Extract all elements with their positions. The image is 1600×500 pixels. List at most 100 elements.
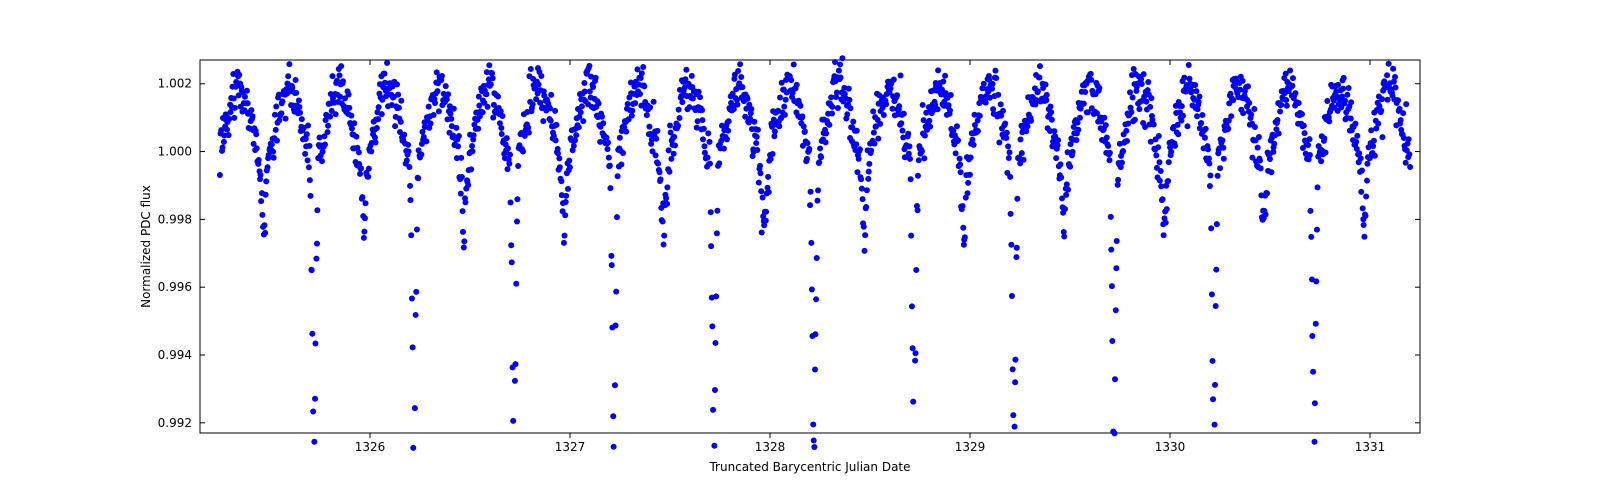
data-point xyxy=(898,120,904,126)
data-point xyxy=(1203,126,1209,132)
data-point xyxy=(611,444,617,450)
data-point xyxy=(461,238,467,244)
data-point xyxy=(394,81,400,87)
data-point xyxy=(802,128,808,134)
data-point xyxy=(1240,110,1246,116)
data-point xyxy=(475,126,481,132)
data-point xyxy=(1278,102,1284,108)
data-point xyxy=(1109,338,1115,344)
data-point xyxy=(1256,134,1262,140)
data-point xyxy=(600,120,606,126)
data-point xyxy=(1403,160,1409,166)
data-point xyxy=(414,226,420,232)
data-point xyxy=(751,119,757,125)
data-point xyxy=(263,192,269,198)
data-point xyxy=(226,132,232,138)
data-point xyxy=(1164,206,1170,212)
data-point xyxy=(641,83,647,89)
data-point xyxy=(358,165,364,171)
data-point xyxy=(413,312,419,318)
data-point xyxy=(1271,141,1277,147)
data-point xyxy=(1312,439,1318,445)
data-point xyxy=(763,209,769,215)
data-point xyxy=(1364,161,1370,167)
data-point xyxy=(1308,234,1314,240)
data-point xyxy=(1307,152,1313,158)
data-point xyxy=(676,107,682,113)
data-point xyxy=(1104,134,1110,140)
data-point xyxy=(620,150,626,156)
data-point xyxy=(366,166,372,172)
data-point xyxy=(686,104,692,110)
data-point xyxy=(296,104,302,110)
data-point xyxy=(992,68,998,74)
data-point xyxy=(724,136,730,142)
data-point xyxy=(625,101,631,107)
data-point xyxy=(1006,155,1012,161)
data-point xyxy=(322,142,328,148)
data-point xyxy=(1358,189,1364,195)
data-point xyxy=(958,169,964,175)
data-point xyxy=(348,113,354,119)
data-point xyxy=(927,124,933,130)
data-point xyxy=(1055,137,1061,143)
data-point xyxy=(1073,137,1079,143)
data-point xyxy=(1109,283,1115,289)
data-point xyxy=(707,161,713,167)
data-point xyxy=(1403,101,1409,107)
data-point xyxy=(221,139,227,145)
data-point xyxy=(839,55,845,61)
data-point xyxy=(1181,75,1187,81)
data-point xyxy=(712,340,718,346)
data-point xyxy=(1008,211,1014,217)
data-point xyxy=(757,170,763,176)
data-point xyxy=(325,129,331,135)
data-point xyxy=(677,115,683,121)
data-point xyxy=(701,126,707,132)
data-point xyxy=(714,230,720,236)
data-point xyxy=(1043,82,1049,88)
data-point xyxy=(661,233,667,239)
data-point xyxy=(891,76,897,82)
data-point xyxy=(1156,159,1162,165)
data-point xyxy=(1003,135,1009,141)
data-point xyxy=(668,156,674,162)
data-point xyxy=(1184,123,1190,129)
data-point xyxy=(906,143,912,149)
data-point xyxy=(1014,196,1020,202)
data-point xyxy=(274,138,280,144)
data-point xyxy=(563,193,569,199)
data-point xyxy=(1062,206,1068,212)
data-point xyxy=(375,116,381,122)
data-point xyxy=(757,163,763,169)
x-tick-label: 1329 xyxy=(955,440,986,454)
data-point xyxy=(1119,160,1125,166)
data-point xyxy=(353,134,359,140)
data-point xyxy=(683,67,689,73)
data-point xyxy=(1215,173,1221,179)
data-point xyxy=(713,293,719,299)
data-point xyxy=(514,196,520,202)
data-point xyxy=(1313,321,1319,327)
data-point xyxy=(661,242,667,248)
data-point xyxy=(1277,108,1283,114)
data-point xyxy=(1212,422,1218,428)
data-point xyxy=(596,100,602,106)
data-point xyxy=(908,176,914,182)
data-point xyxy=(271,155,277,161)
data-point xyxy=(499,113,505,119)
data-point xyxy=(919,149,925,155)
data-point xyxy=(296,97,302,103)
data-point xyxy=(382,71,388,77)
data-point xyxy=(1296,100,1302,106)
data-point xyxy=(1113,265,1119,271)
data-point xyxy=(653,136,659,142)
data-point xyxy=(499,131,505,137)
data-point xyxy=(469,143,475,149)
data-point xyxy=(258,172,264,178)
data-point xyxy=(654,128,660,134)
data-point xyxy=(362,215,368,221)
data-point xyxy=(1264,190,1270,196)
data-point xyxy=(1049,117,1055,123)
data-point xyxy=(1287,68,1293,74)
